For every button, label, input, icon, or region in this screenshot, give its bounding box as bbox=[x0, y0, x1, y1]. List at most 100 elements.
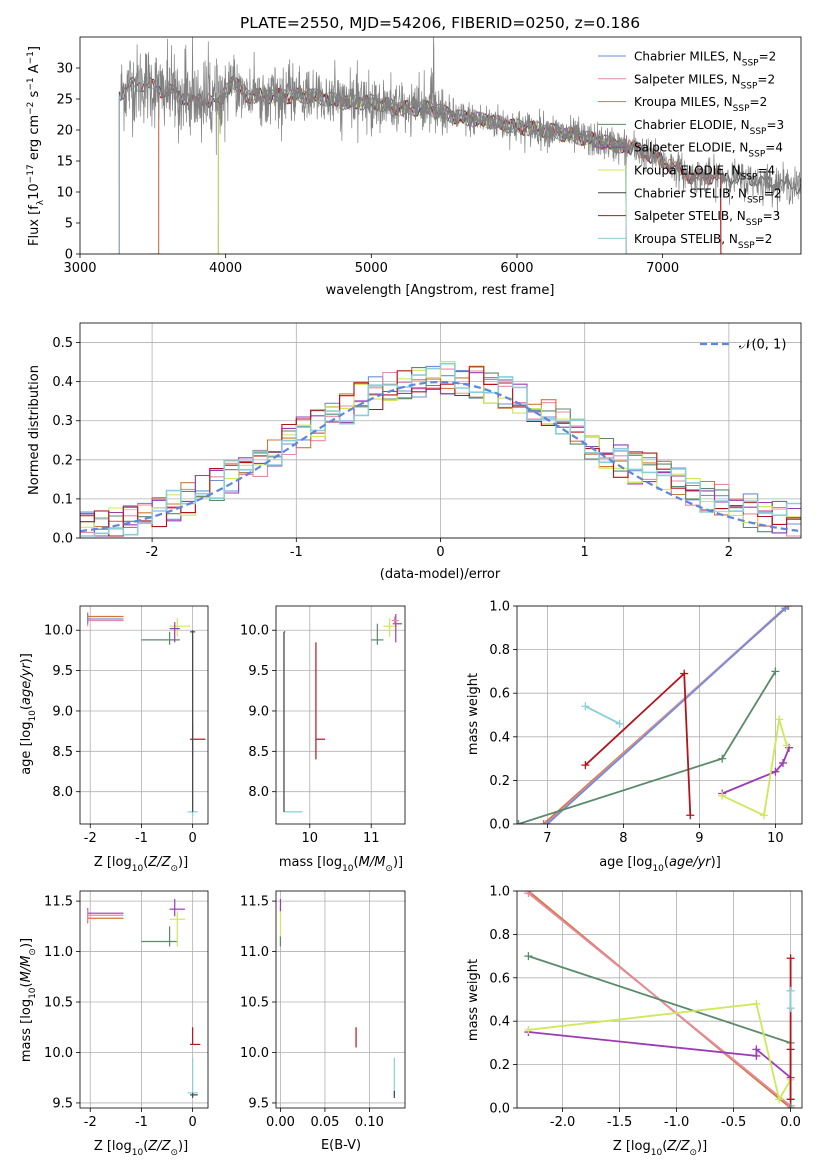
x-tick-label: 9 bbox=[695, 831, 703, 846]
legend-label: Kroupa ELODIE, NSSP=4 bbox=[634, 164, 775, 183]
y-tick-label: 11.0 bbox=[44, 945, 73, 960]
x-tick-label: 0 bbox=[188, 831, 196, 846]
y-tick-label: 9.0 bbox=[248, 704, 269, 719]
weight-line bbox=[528, 955, 792, 1108]
legend-label: Kroupa MILES, NSSP=2 bbox=[634, 95, 767, 114]
y-tick-label: 0.4 bbox=[489, 730, 510, 745]
x-axis-label: Z [log10(Z/Z⊙)] bbox=[94, 855, 188, 874]
x-tick-label: 0.0 bbox=[780, 1115, 801, 1130]
y-tick-label: 11.5 bbox=[240, 895, 269, 910]
y-tick-label: 11.0 bbox=[240, 945, 269, 960]
legend: Chabrier MILES, NSSP=2 Salpeter MILES, NS… bbox=[598, 50, 784, 251]
panel-age_vs_weight: 7 8 9 10 0.0 0.2 0.4 0.6 0.8 1.0 age [log10(age/yr… bbox=[466, 600, 803, 874]
axes-frame bbox=[275, 605, 406, 825]
axes-frame bbox=[516, 890, 803, 1109]
x-axis-label: Z [log10(Z/Z⊙)] bbox=[613, 1139, 707, 1158]
x-tick-label: 8 bbox=[619, 831, 627, 846]
panel-EBV_vs_mass: 0.00 0.05 0.10 9.5 10.0 10.5 11.0 11.5 E(B-V) bbox=[240, 890, 406, 1153]
plots-layer: 3000 4000 5000 6000 7000051015202530Chabrier… bbox=[19, 36, 803, 1158]
weight-marker bbox=[760, 811, 768, 820]
y-tick-label: 0.0 bbox=[489, 1102, 510, 1117]
weight-marker bbox=[752, 1045, 761, 1054]
weight-marker bbox=[771, 767, 780, 776]
y-tick-label: 1.0 bbox=[489, 600, 510, 615]
weight-marker bbox=[541, 820, 550, 824]
x-tick-label: -2 bbox=[146, 545, 159, 560]
weight-line bbox=[721, 719, 788, 817]
data-point bbox=[141, 926, 178, 947]
weight-marker bbox=[524, 891, 533, 898]
y-tick-label: 0.5 bbox=[52, 336, 73, 351]
weight-marker bbox=[752, 999, 761, 1008]
weight-line bbox=[584, 705, 621, 725]
y-tick-label: 10 bbox=[56, 186, 73, 201]
data-point bbox=[190, 630, 196, 812]
axes-frame bbox=[79, 322, 802, 539]
x-tick-label: 3000 bbox=[63, 261, 96, 276]
y-tick-label: 0.4 bbox=[489, 1015, 510, 1030]
y-tick-label: 0.0 bbox=[489, 818, 510, 833]
y-axis-label: Flux [fλ10−17 erg cm−2 s−1 A−1] bbox=[26, 46, 46, 246]
x-tick-label: 0.05 bbox=[310, 1115, 339, 1130]
x-axis-label: (data-model)/error bbox=[380, 567, 501, 582]
axes-frame bbox=[79, 36, 802, 255]
plot-area bbox=[110, 37, 801, 254]
x-tick-label: 0 bbox=[188, 1115, 196, 1130]
y-tick-label: 25 bbox=[56, 93, 73, 108]
x-tick-label: 0.00 bbox=[266, 1115, 295, 1130]
y-tick-label: 5 bbox=[65, 217, 73, 232]
data-point bbox=[87, 616, 124, 627]
panel-mass_vs_age: 10 11 8.0 8.5 9.0 9.5 10.0 mass [log10(M/M⊙)] bbox=[240, 605, 406, 874]
y-tick-label: 10.0 bbox=[240, 1046, 269, 1061]
x-tick-label: 1 bbox=[581, 545, 589, 560]
y-tick-label: 10.5 bbox=[44, 996, 73, 1011]
weight-marker bbox=[680, 669, 689, 678]
x-axis-label: E(B-V) bbox=[321, 1138, 361, 1153]
data-point bbox=[169, 899, 185, 917]
x-axis-label: wavelength [Angstrom, rest frame] bbox=[326, 283, 555, 298]
legend-label: Chabrier STELIB, NSSP=2 bbox=[634, 186, 782, 205]
y-tick-label: 10.0 bbox=[240, 624, 269, 639]
data-point bbox=[315, 642, 326, 760]
data-point bbox=[169, 911, 185, 947]
y-tick-label: 0.2 bbox=[489, 774, 510, 789]
data-point bbox=[169, 618, 191, 637]
model-spectrum bbox=[209, 81, 656, 254]
x-tick-label: 0.10 bbox=[355, 1115, 384, 1130]
x-tick-label: 7 bbox=[543, 831, 551, 846]
y-tick-label: 30 bbox=[56, 62, 73, 77]
x-tick-label: 2 bbox=[725, 545, 733, 560]
y-axis-label: age [log10(age/yr)] bbox=[19, 653, 38, 775]
y-tick-label: 9.5 bbox=[52, 1096, 73, 1111]
y-tick-label: 0.8 bbox=[489, 928, 510, 943]
y-tick-label: 0.6 bbox=[489, 971, 510, 986]
weight-marker bbox=[771, 667, 780, 676]
weight-marker bbox=[524, 1025, 533, 1034]
data-point bbox=[187, 1057, 198, 1094]
legend-label: Chabrier MILES, NSSP=2 bbox=[634, 50, 776, 69]
weight-marker bbox=[581, 702, 590, 711]
data-point bbox=[383, 618, 398, 637]
y-tick-label: 9.5 bbox=[52, 664, 73, 679]
weight-marker bbox=[786, 986, 795, 995]
data-point bbox=[87, 614, 124, 624]
panel-spectrum: 3000 4000 5000 6000 7000 0 5 10 15 20 25 30 Chabrier… bbox=[26, 36, 802, 298]
x-tick-label: 10 bbox=[302, 831, 319, 846]
y-tick-label: 10.0 bbox=[44, 624, 73, 639]
weight-line bbox=[546, 607, 786, 824]
plot-area bbox=[87, 612, 206, 816]
y-tick-label: 0.3 bbox=[52, 414, 73, 429]
y-tick-label: 15 bbox=[56, 155, 73, 170]
weight-marker bbox=[781, 606, 790, 613]
axes-frame bbox=[516, 605, 803, 825]
plot-area bbox=[283, 614, 402, 813]
panel-residuals: -2 -1 0 1 2 0.0 0.1 0.2 0.3 0.4 0.5 𝒩(0, 1) (data-mo… bbox=[27, 322, 802, 582]
y-tick-label: 1.0 bbox=[489, 885, 510, 900]
x-tick-label: -2 bbox=[84, 1115, 97, 1130]
x-tick-label: -1 bbox=[290, 545, 303, 560]
axes-frame bbox=[79, 890, 209, 1109]
data-point bbox=[371, 623, 384, 645]
x-axis-label: mass [log10(M/M⊙)] bbox=[279, 855, 403, 874]
weight-marker bbox=[786, 1095, 795, 1104]
